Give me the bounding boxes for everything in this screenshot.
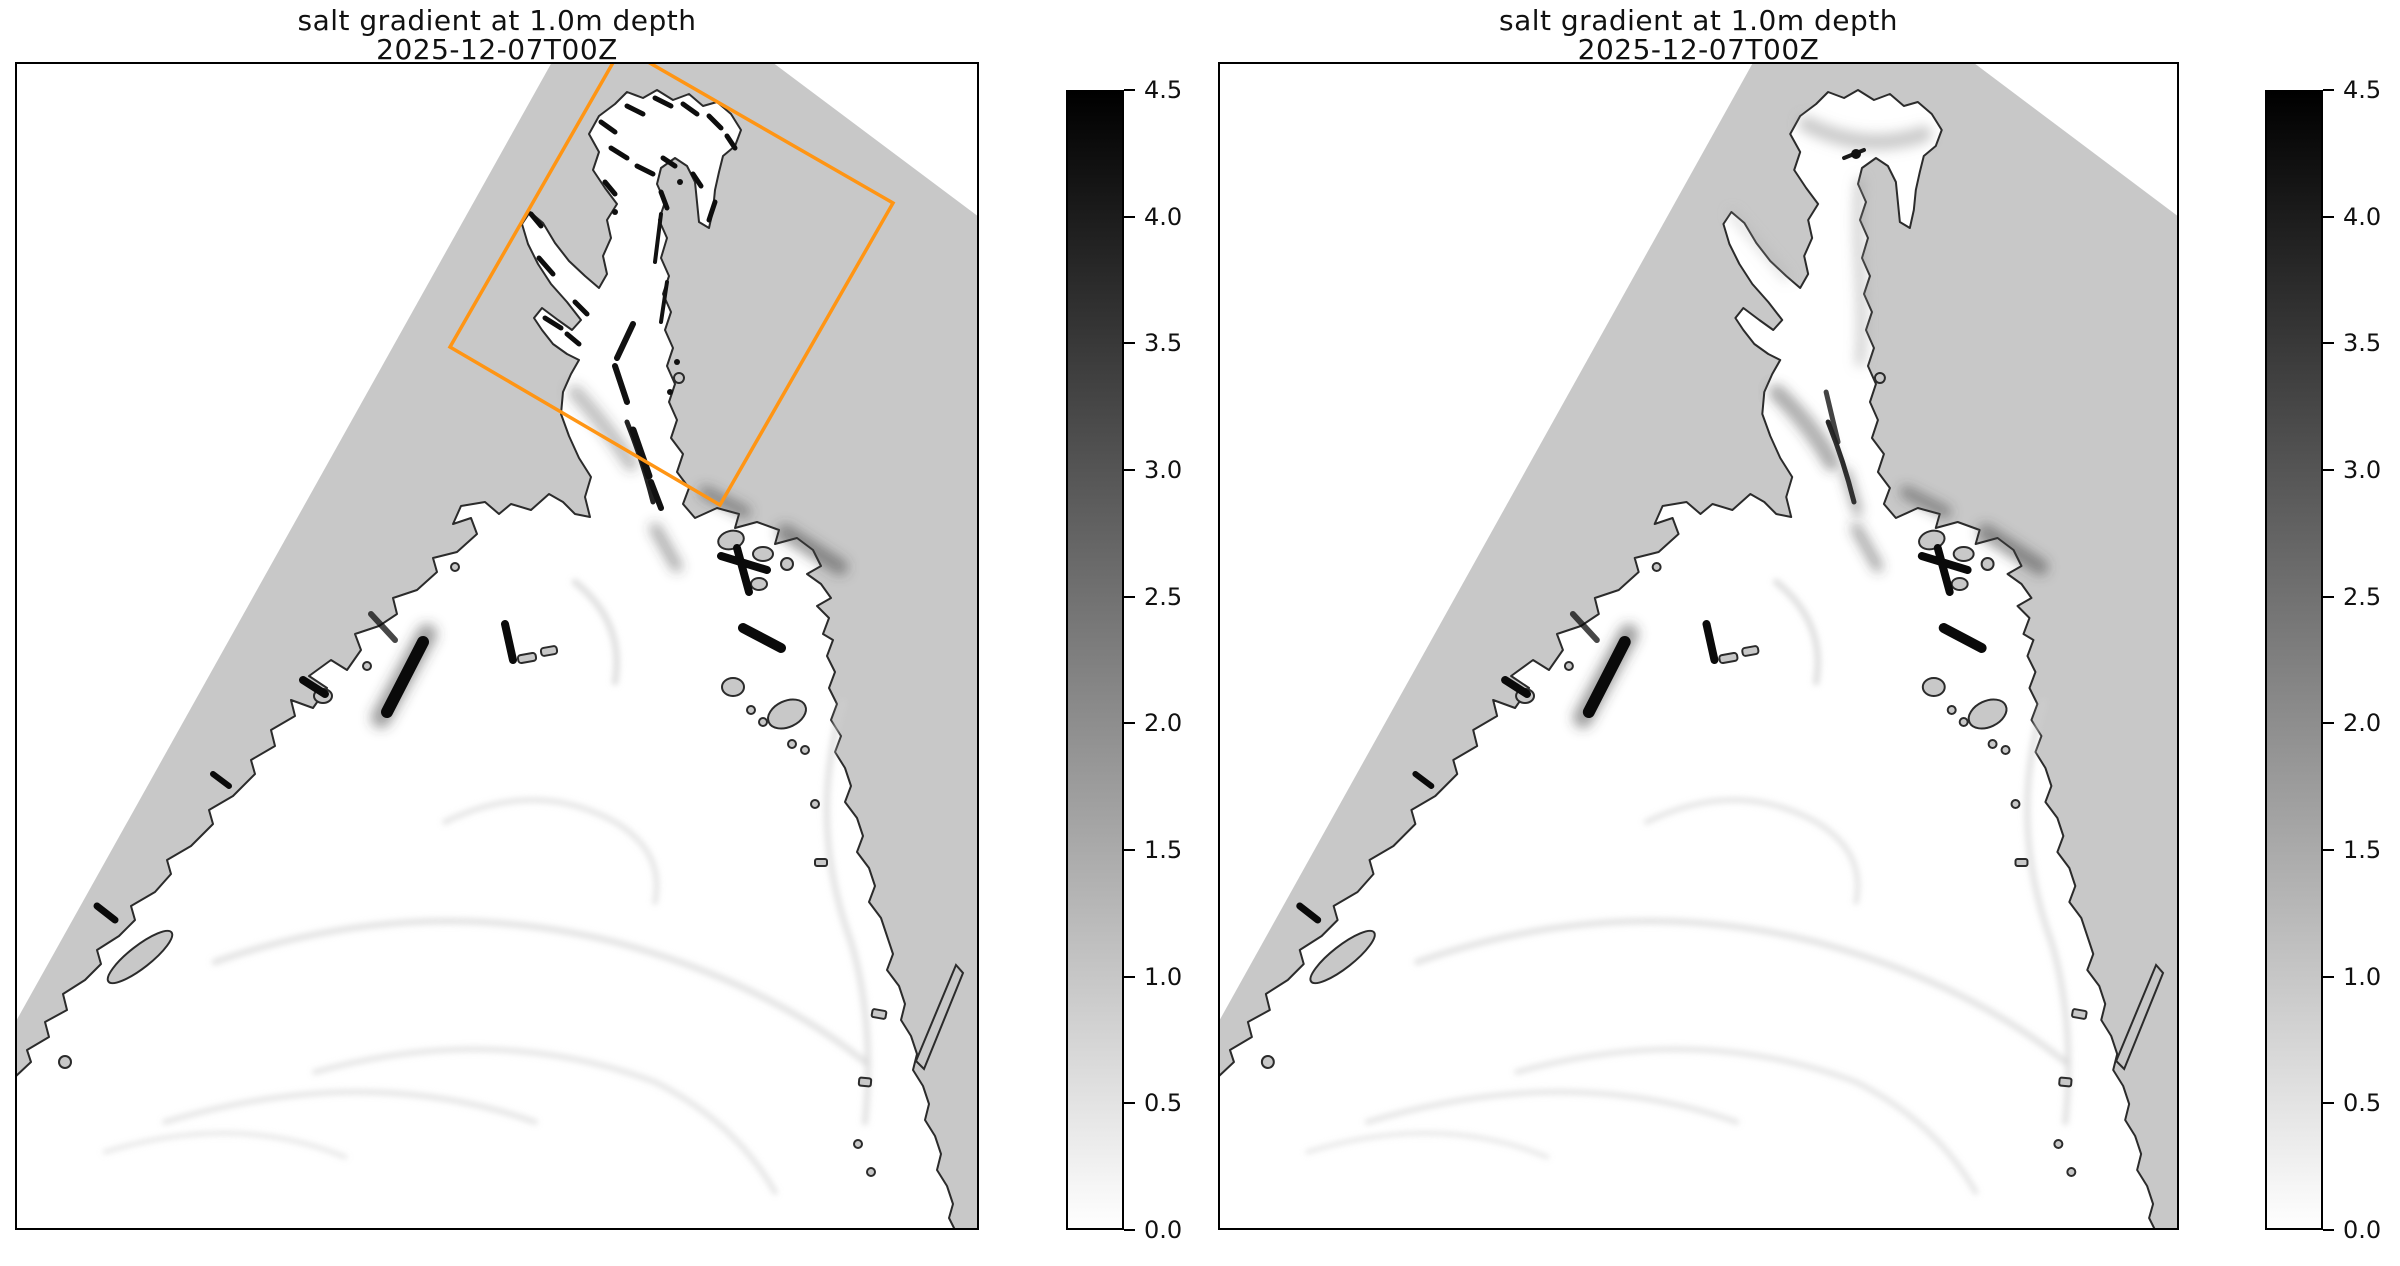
colorbar-tick-label: 2.0 — [2343, 709, 2382, 738]
panel-title-left: salt gradient at 1.0m depth 2025-12-07T0… — [15, 6, 979, 64]
colorbar-tick-label: 3.0 — [2343, 456, 2382, 484]
colorbar-tick-mark — [1124, 342, 1135, 345]
colorbar-tick-mark — [2323, 89, 2334, 91]
colorbar-right: 4.5 4.0 3.5 3.0 2.5 2.0 1.5 1.0 0.5 0.0 — [2265, 76, 2381, 1244]
colorbar-tick-mark — [2323, 975, 2334, 978]
colorbar-tick-mark — [1124, 849, 1135, 851]
panel-title-line1: salt gradient at 1.0m depth — [297, 4, 697, 37]
colorbar-tick-label: 4.5 — [1144, 76, 1183, 104]
colorbar-tick-mark — [1124, 1229, 1135, 1231]
colorbar-tick-label: 1.5 — [1144, 836, 1183, 864]
colorbar-tick-mark — [1124, 595, 1135, 598]
panel-title-right: salt gradient at 1.0m depth 2025-12-07T0… — [1218, 6, 2179, 64]
panel-title-line2: 2025-12-07T00Z — [376, 33, 618, 66]
colorbar-tick-label: 4.0 — [1144, 202, 1183, 231]
colorbar-tick-mark — [2323, 722, 2334, 725]
colorbar-tick-mark — [2323, 1229, 2334, 1231]
colorbar-tick-label: 4.0 — [2343, 202, 2382, 231]
map-plot-left — [15, 62, 979, 1230]
colorbar-tick-label: 2.0 — [1144, 709, 1183, 738]
colorbar-tick-mark — [1124, 1102, 1135, 1105]
colorbar-gradient-right — [2265, 90, 2323, 1230]
colorbar-tick-mark — [1124, 215, 1135, 218]
colorbar-tick-label: 3.5 — [1144, 329, 1183, 358]
colorbar-tick-mark — [1124, 722, 1135, 725]
colorbar-left: 4.5 4.0 3.5 3.0 2.5 2.0 1.5 1.0 0.5 0.0 — [1066, 76, 1182, 1244]
panel-title-line1: salt gradient at 1.0m depth — [1499, 4, 1898, 37]
plot-frame-right — [1218, 62, 2179, 1230]
colorbar-tick-label: 4.5 — [2343, 76, 2382, 104]
colorbar-tick-label: 2.5 — [1144, 582, 1183, 611]
panel-title-line2: 2025-12-07T00Z — [1577, 33, 1820, 66]
colorbar-tick-label: 0.0 — [2343, 1216, 2382, 1244]
plot-frame-left — [15, 62, 979, 1230]
colorbar-tick-label: 3.5 — [2343, 329, 2382, 358]
colorbar-tick-mark — [1124, 975, 1135, 978]
map-plot-right — [1218, 62, 2179, 1230]
colorbar-tick-mark — [1124, 89, 1135, 91]
colorbar-tick-mark — [2323, 342, 2334, 345]
colorbar-tick-mark — [2323, 469, 2334, 471]
colorbar-tick-label: 0.5 — [1144, 1089, 1183, 1118]
colorbar-tick-mark — [2323, 595, 2334, 598]
colorbar-tick-label: 1.0 — [2343, 962, 2382, 991]
colorbar-tick-mark — [1124, 469, 1135, 471]
colorbar-tick-label: 2.5 — [2343, 582, 2382, 611]
colorbar-tick-label: 0.0 — [1144, 1216, 1183, 1244]
colorbar-tick-mark — [2323, 215, 2334, 218]
roi-rectangle — [447, 62, 896, 508]
colorbar-tick-label: 3.0 — [1144, 456, 1183, 484]
colorbar-tick-mark — [2323, 1102, 2334, 1105]
colorbar-tick-label: 0.5 — [2343, 1089, 2382, 1118]
colorbar-tick-label: 1.5 — [2343, 836, 2382, 864]
coastal-map — [1218, 62, 2179, 1230]
colorbar-tick-mark — [2323, 849, 2334, 851]
coastal-map — [15, 62, 979, 1230]
colorbar-tick-label: 1.0 — [1144, 962, 1183, 991]
colorbar-gradient-left — [1066, 90, 1124, 1230]
